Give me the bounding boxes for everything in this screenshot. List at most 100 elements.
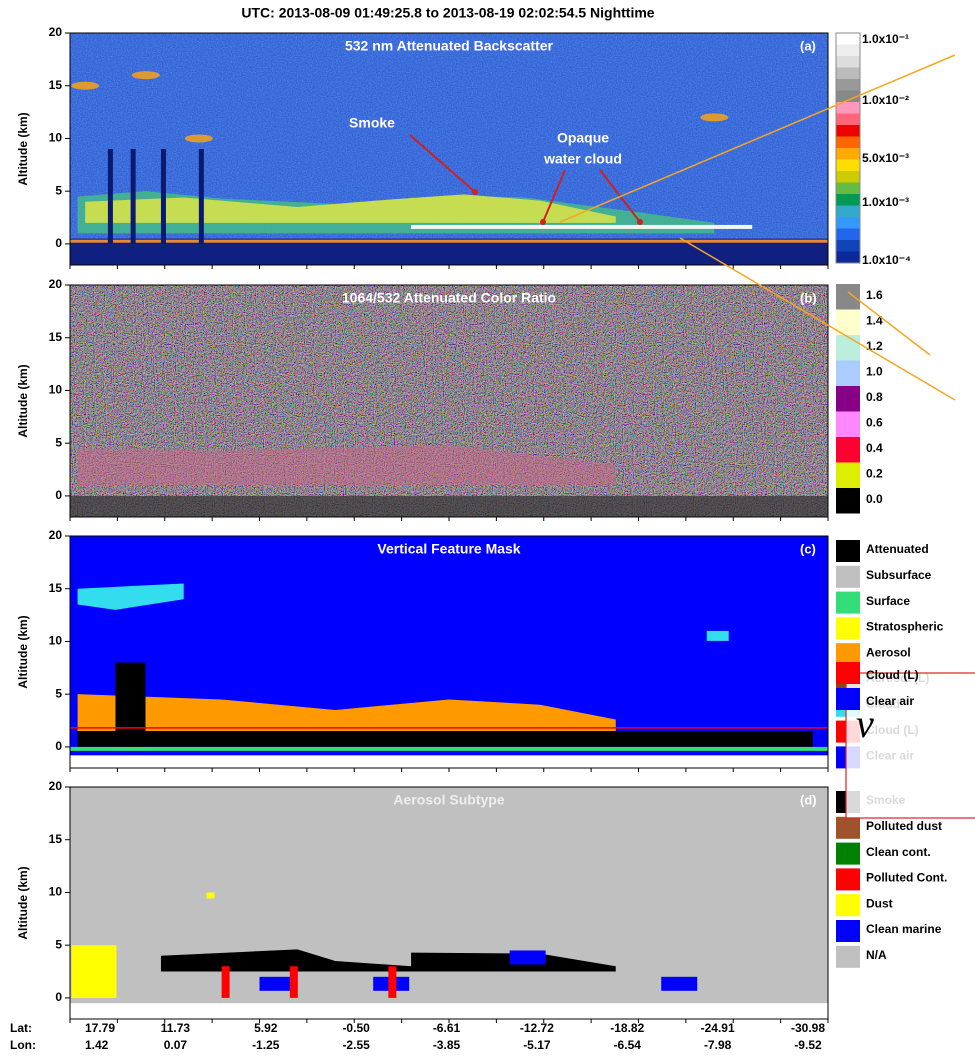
legend-swatch [836, 591, 860, 614]
overlay-line [847, 291, 931, 356]
y-tick-label: 0 [55, 990, 62, 1004]
colorbar-cell [836, 79, 860, 91]
cloud-patch [131, 71, 160, 80]
colorbar-cell [836, 309, 860, 335]
colorbar-label: 1.0x10⁻² [862, 93, 909, 107]
cloud-column [107, 149, 113, 244]
surface [70, 746, 828, 751]
legend-swatch [836, 540, 860, 562]
y-tick-label: 5 [55, 183, 62, 197]
smoke-core [85, 194, 616, 223]
attenuated [77, 731, 813, 747]
annotation: Smoke [349, 115, 395, 131]
lat-tick-label: 17.79 [85, 1021, 115, 1035]
arrow-head [637, 219, 643, 225]
cloud-patch [700, 113, 729, 122]
lat-tick-label: -24.91 [701, 1021, 735, 1035]
legend-label: Attenuated [866, 542, 929, 556]
y-tick-label: 0 [55, 739, 62, 753]
colorbar-label: 1.0x10⁻¹ [862, 32, 909, 46]
cloud-column [198, 149, 204, 244]
colorbar-frame [835, 32, 861, 264]
annotation-arrow [542, 169, 566, 223]
panel-title: 1064/532 Attenuated Color Ratio [342, 290, 556, 306]
colorbar-cell [836, 251, 860, 263]
colorbar-cell [836, 148, 860, 160]
y-tick-label: 0 [55, 488, 62, 502]
cloud-patch [71, 81, 100, 90]
panel-title: Aerosol Subtype [393, 792, 504, 808]
y-tick-label: 15 [49, 581, 63, 595]
lon-tick-label: -5.17 [523, 1038, 551, 1052]
y-axis-label: Altitude (km) [16, 364, 30, 437]
panel: Vertical Feature Mask (c) Altitude (km) 0 5 1… [16, 528, 944, 772]
legend-swatch [836, 617, 860, 640]
lat-tick-label: -0.50 [342, 1021, 370, 1035]
polluted-patch [289, 966, 298, 998]
colorbar-cell [836, 171, 860, 183]
cloud-column [130, 149, 136, 244]
y-tick-label: 0 [55, 236, 62, 250]
colorbar-cell [836, 90, 860, 102]
lat-tick-label: -12.72 [520, 1021, 554, 1035]
panel-label: (d) [800, 792, 817, 807]
legend-swatch [836, 868, 860, 891]
colorbar-cell [836, 205, 860, 217]
legend-swatch [836, 920, 860, 942]
colorbar-cell [836, 113, 860, 125]
colorbar-cell [836, 462, 860, 488]
lat-tick-label: -30.98 [791, 1021, 825, 1035]
colorbar-cell [836, 125, 860, 137]
overlay-box [845, 672, 975, 819]
figure-title: UTC: 2013-08-09 01:49:25.8 to 2013-08-19… [241, 5, 654, 21]
y-axis-label: Altitude (km) [16, 615, 30, 688]
legend-label: Stratospheric [866, 620, 944, 634]
colorbar-label: 1.2 [866, 339, 883, 353]
colorbar-cell [836, 488, 860, 514]
y-tick-label: 15 [49, 330, 63, 344]
ground-edge [70, 239, 828, 243]
colorbar-cell [836, 56, 860, 68]
colorbar-cell [836, 67, 860, 79]
aerosol-layer [77, 694, 616, 732]
legend-swatch [836, 894, 860, 917]
panel-title: Vertical Feature Mask [377, 541, 520, 557]
lat-tick-label: 5.92 [254, 1021, 278, 1035]
legend-swatch [836, 688, 860, 710]
legend-label: Clean cont. [866, 845, 931, 859]
legend-swatch [836, 945, 860, 968]
arrow-head [540, 219, 546, 225]
colorbar-cell [836, 194, 860, 206]
overlay-line [679, 237, 956, 401]
annotation-arrow [409, 134, 476, 193]
colorbar-cell [836, 102, 860, 114]
colorbar-cell [836, 228, 860, 240]
colorbar-cell [836, 240, 860, 252]
dust [71, 945, 117, 998]
annotation: Opaque [557, 130, 609, 146]
panel-title: 532 nm Attenuated Backscatter [345, 38, 554, 54]
y-tick-label: 10 [49, 634, 63, 648]
y-tick-label: 15 [49, 78, 63, 92]
panel: 1064/532 Attenuated Color Ratio (b) Altitu… [16, 277, 883, 521]
y-tick-label: 20 [49, 25, 63, 39]
lon-tick-label: -3.85 [433, 1038, 461, 1052]
colorbar-label: 5.0x10⁻³ [862, 151, 909, 165]
smoke-layer [160, 949, 616, 972]
colorbar-cell [836, 411, 860, 437]
attenuated-column [115, 662, 146, 747]
colorbar-label: 1.0x10⁻³ [862, 195, 909, 209]
lat-tick-label: 11.73 [161, 1021, 191, 1035]
panel-label: (c) [800, 541, 816, 556]
y-tick-label: 10 [49, 131, 63, 145]
smoke-layer [77, 445, 616, 486]
legend-label: Surface [866, 594, 910, 608]
legend-label: Clean marine [866, 922, 942, 936]
marine-patch [509, 950, 546, 965]
colorbar-label: 1.6 [866, 288, 883, 302]
colorbar-cell [836, 437, 860, 463]
polluted-patch [221, 966, 230, 998]
overlay-text: v [856, 701, 874, 746]
colorbar-label: 1.4 [866, 314, 883, 328]
